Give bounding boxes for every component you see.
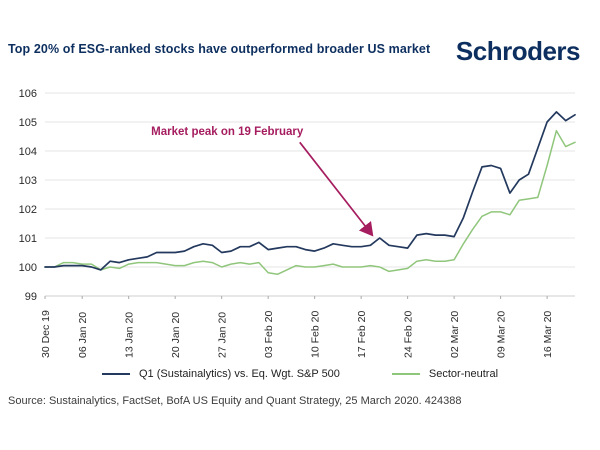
schroders-logo: Schroders bbox=[455, 36, 581, 66]
svg-text:06 Jan 20: 06 Jan 20 bbox=[77, 312, 89, 358]
svg-text:02 Mar 20: 02 Mar 20 bbox=[449, 311, 461, 358]
source-note: Source: Sustainalytics, FactSet, BofA US… bbox=[8, 395, 462, 407]
svg-text:20 Jan 20: 20 Jan 20 bbox=[170, 312, 182, 358]
svg-text:99: 99 bbox=[25, 291, 37, 303]
svg-text:24 Feb 20: 24 Feb 20 bbox=[403, 311, 415, 358]
svg-text:104: 104 bbox=[19, 146, 37, 158]
svg-text:16 Mar 20: 16 Mar 20 bbox=[542, 311, 554, 358]
q1-line-swatch bbox=[101, 373, 130, 375]
svg-text:102: 102 bbox=[19, 204, 37, 216]
svg-text:17 Feb 20: 17 Feb 20 bbox=[356, 311, 368, 358]
legend-label-q1: Q1 (Sustainalytics) vs. Eq. Wgt. S&P 500 bbox=[138, 368, 340, 380]
svg-text:09 Mar 20: 09 Mar 20 bbox=[496, 311, 508, 358]
svg-text:13 Jan 20: 13 Jan 20 bbox=[124, 312, 136, 358]
legend-item-q1: Q1 (Sustainalytics) vs. Eq. Wgt. S&P 500 bbox=[101, 368, 340, 380]
legend-item-sector-neutral: Sector-neutral bbox=[391, 368, 499, 380]
svg-text:10 Feb 20: 10 Feb 20 bbox=[310, 311, 322, 358]
legend-label-sector-neutral: Sector-neutral bbox=[428, 368, 499, 380]
svg-text:30 Dec 19: 30 Dec 19 bbox=[40, 310, 52, 358]
chart-title: Top 20% of ESG-ranked stocks have outper… bbox=[8, 42, 431, 56]
svg-text:27 Jan 20: 27 Jan 20 bbox=[217, 312, 229, 358]
svg-text:103: 103 bbox=[19, 175, 37, 187]
svg-text:03 Feb 20: 03 Feb 20 bbox=[263, 311, 275, 358]
chart-legend: Q1 (Sustainalytics) vs. Eq. Wgt. S&P 500… bbox=[0, 368, 600, 380]
svg-text:105: 105 bbox=[19, 117, 37, 129]
svg-text:101: 101 bbox=[19, 233, 37, 245]
svg-text:106: 106 bbox=[19, 88, 37, 100]
svg-text:100: 100 bbox=[19, 262, 37, 274]
sector-neutral-line-swatch bbox=[391, 373, 420, 375]
performance-line-chart: 99 100 101 102 103 104 105 106 30 Dec 19 06 Jan 2… bbox=[19, 88, 576, 358]
svg-text:Market peak on 19 February: Market peak on 19 February bbox=[151, 126, 304, 138]
